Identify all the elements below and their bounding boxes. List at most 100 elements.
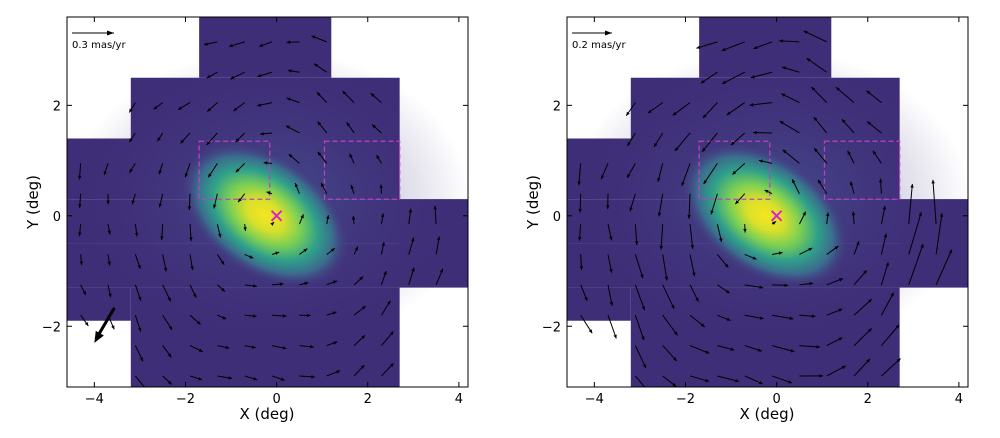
vector-arrowhead (82, 290, 86, 295)
vector-arrowhead (180, 139, 185, 144)
vector-arrowhead (939, 213, 944, 217)
vector-arrowhead (627, 142, 631, 147)
vector-arrowhead (647, 109, 652, 114)
vector-arrowhead (285, 125, 290, 130)
vector-arrowhead (346, 122, 351, 127)
vector-arrowhead (578, 208, 582, 213)
vector-arrowhead (280, 377, 285, 381)
vector-arrow (689, 224, 694, 249)
vector-arrowhead (77, 175, 82, 180)
vector-arrow (607, 315, 617, 339)
vector-arrow (701, 132, 718, 153)
vector-arrowhead (360, 365, 365, 369)
left-mean-motion-arrow (94, 307, 116, 343)
vector-arrow (662, 314, 678, 336)
vector-arrowhead (782, 149, 787, 154)
vector-arrowhead (700, 79, 705, 84)
vector-arrowhead (439, 268, 444, 273)
left-plot-frame (66, 16, 469, 388)
vector-arrowhead (702, 114, 707, 119)
vector-arrowhead (158, 203, 163, 208)
vector-arrowhead (725, 289, 730, 294)
vector-arrowhead (243, 227, 247, 231)
right-ticks: −4 −2 0 2 4 −2 0 2 (542, 17, 968, 407)
vector-arrowhead (263, 161, 268, 165)
vector-arrowhead (814, 148, 818, 152)
x-tick-label: −2 (176, 392, 195, 407)
vector-arrowhead (895, 324, 900, 329)
vector-arrowhead (380, 213, 385, 218)
vector-arrow (662, 284, 675, 310)
vector-arrowhead (764, 190, 769, 194)
vector-arrowhead (316, 92, 321, 96)
vector-arrow (634, 284, 646, 311)
vector-arrowhead (287, 69, 292, 73)
vector-arrowhead (282, 346, 287, 350)
vector-arrow (689, 254, 696, 277)
vector-arrow (806, 57, 828, 73)
vector-arrowhead (647, 391, 651, 395)
x-tick-label: −4 (85, 392, 104, 407)
vector-arrowhead (722, 80, 727, 84)
vector-arrowhead (354, 246, 358, 251)
vector-arrowhead (726, 111, 731, 116)
vector-arrowhead (910, 183, 914, 188)
vector-arrowhead (863, 270, 867, 275)
vector-arrowhead (411, 237, 415, 242)
vector-arrowhead (370, 93, 375, 97)
vector-arrow (880, 262, 889, 285)
vector-arrowhead (163, 267, 168, 272)
vector-arrowhead (167, 380, 172, 385)
y-tick-label: −2 (42, 320, 61, 335)
vector-arrowhead (294, 183, 299, 188)
x-tick-label: −2 (676, 392, 695, 407)
vector-arrow (811, 86, 828, 103)
vector-arrowhead (690, 245, 695, 249)
vector-arrowhead (257, 73, 262, 78)
vector-arrowhead (359, 276, 364, 281)
vector-arrowhead (851, 211, 856, 216)
vector-arrowhead (213, 204, 217, 209)
vector-arrowhead (253, 377, 258, 381)
vector-arrowhead (659, 245, 663, 250)
vector-arrowhead (838, 308, 843, 312)
vector-arrow (722, 71, 745, 85)
vector-arrowhead (349, 153, 353, 158)
vector-arrowhead (672, 111, 677, 116)
vector-arrowhead (600, 175, 605, 180)
vector-arrowhead (841, 119, 846, 124)
mean-motion-head (94, 330, 104, 343)
vector-arrowhead (789, 316, 794, 320)
vector-arrowhead (753, 45, 758, 50)
vector-arrowhead (705, 350, 710, 354)
vector-arrowhead (311, 375, 315, 379)
vector-arrowhead (389, 363, 394, 368)
vector-arrow (658, 193, 664, 217)
vector-arrowhead (137, 327, 142, 332)
vector-arrowhead (207, 107, 212, 112)
vector-arrowhead (841, 365, 846, 370)
region-box (698, 140, 771, 200)
vector-arrowhead (772, 221, 777, 225)
vector-arrowhead (872, 150, 877, 155)
vector-arrow (688, 193, 691, 219)
vector-arrowhead (222, 316, 227, 320)
left-ticks: −4 −2 0 2 4 −2 0 2 (42, 17, 468, 407)
vector-arrowhead (825, 212, 830, 217)
vector-arrow (578, 163, 582, 186)
vector-arrowhead (735, 378, 740, 383)
vector-arrowhead (792, 179, 796, 184)
vector-arrowhead (79, 261, 84, 266)
vector-arrowhead (702, 147, 706, 152)
vector-arrowhead (103, 171, 107, 175)
vector-arrowhead (609, 301, 614, 306)
vector-arrowhead (206, 74, 211, 79)
vector-arrowhead (640, 274, 644, 279)
vector-arrowhead (838, 278, 843, 282)
vector-arrowhead (225, 345, 230, 350)
vector-arrowhead (436, 236, 441, 241)
left-scale-arrowhead (107, 30, 114, 36)
vector-arrowhead (674, 147, 679, 151)
right-vector-field (577, 30, 953, 395)
vector-arrowhead (351, 215, 356, 220)
